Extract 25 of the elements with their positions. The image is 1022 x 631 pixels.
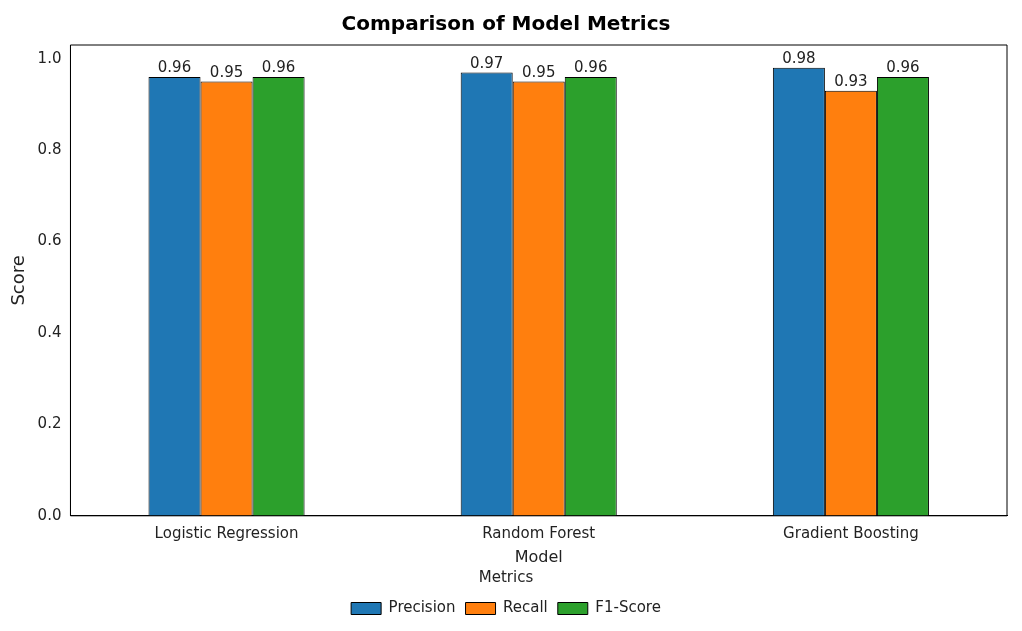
chart-title: Comparison of Model Metrics [341, 11, 671, 36]
y-tick-label: 0.2 [37, 414, 62, 433]
x-tick-label: Random Forest [482, 523, 596, 542]
y-axis-title: Score [7, 255, 29, 306]
data-label: 0.96 [886, 58, 920, 77]
y-tick-label: 0.6 [37, 231, 62, 250]
data-label: 0.96 [574, 58, 608, 77]
y-tick-label: 0.0 [37, 505, 62, 524]
x-tick-label: Logistic Regression [154, 523, 299, 542]
legend-label: F1-Score [595, 598, 661, 617]
data-label: 0.97 [469, 53, 504, 72]
legend-label: Precision [388, 598, 456, 617]
x-axis-title: Model [514, 546, 563, 566]
data-label: 0.98 [782, 49, 816, 68]
data-label: 0.96 [261, 58, 296, 77]
x-tick-label: Gradient Boosting [783, 523, 919, 542]
data-label: 0.95 [209, 62, 244, 81]
data-label: 0.93 [834, 72, 868, 91]
data-label: 0.96 [157, 58, 192, 77]
y-tick-label: 1.0 [37, 48, 62, 67]
y-tick-label: 0.8 [37, 140, 62, 159]
data-label: 0.95 [522, 62, 556, 81]
legend-label: Recall [503, 598, 548, 617]
legend-title: Metrics [478, 568, 534, 587]
y-tick-label: 0.4 [37, 322, 62, 341]
